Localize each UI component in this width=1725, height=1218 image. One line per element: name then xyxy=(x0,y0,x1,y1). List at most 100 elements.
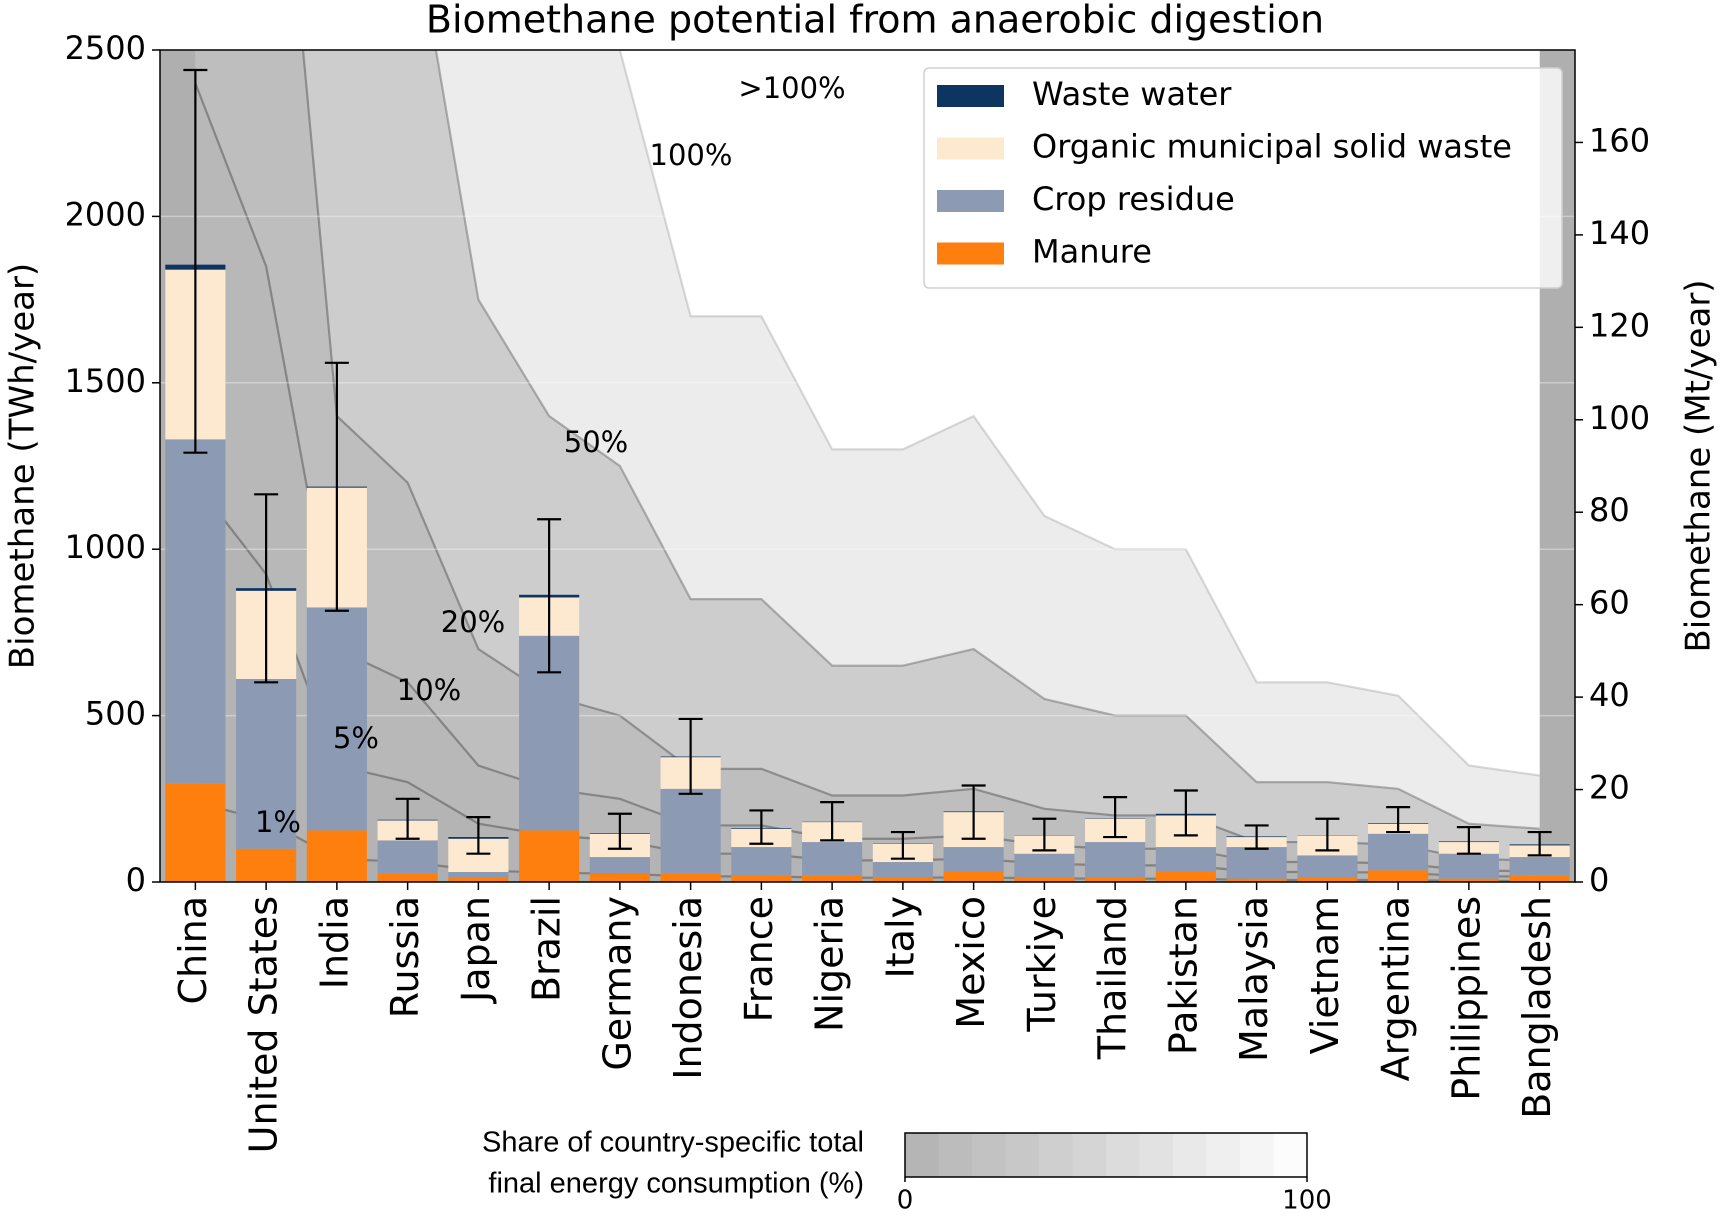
bar-segment xyxy=(944,872,1004,882)
bar-segment xyxy=(1510,875,1570,882)
contour-label: 5% xyxy=(333,721,379,755)
colorbar-label: Share of country-specific total xyxy=(482,1127,864,1159)
bar-segment xyxy=(1014,854,1074,877)
x-tick-label: Russia xyxy=(383,896,427,1018)
x-tick-label: Malaysia xyxy=(1232,896,1276,1062)
y2-tick-label: 140 xyxy=(1589,214,1650,252)
y2-tick-label: 60 xyxy=(1589,584,1630,622)
colorbar-cell xyxy=(939,1133,973,1177)
y-tick-label: 500 xyxy=(85,695,146,733)
y2-tick-label: 80 xyxy=(1589,491,1630,529)
legend-swatch xyxy=(937,138,1004,160)
colorbar-label: final energy consumption (%) xyxy=(488,1168,864,1200)
bar-segment xyxy=(519,830,579,882)
x-tick-label: Nigeria xyxy=(808,896,852,1032)
bar-segment xyxy=(802,842,862,875)
legend-swatch xyxy=(937,190,1004,212)
contour-label: 10% xyxy=(397,673,461,707)
legend-box xyxy=(924,68,1562,288)
y2-tick-label: 100 xyxy=(1589,399,1650,437)
bar-segment xyxy=(590,874,650,882)
x-tick-label: Vietnam xyxy=(1303,896,1347,1054)
contour-label: 50% xyxy=(564,425,628,459)
bar-segment xyxy=(661,789,721,874)
bar-segment xyxy=(165,439,225,783)
x-tick-label: Italy xyxy=(878,896,922,978)
bar-segment xyxy=(1227,847,1287,879)
bar-segment xyxy=(873,862,933,877)
bar-segment xyxy=(378,874,438,882)
colorbar-cell xyxy=(1207,1133,1241,1177)
bar-segment xyxy=(731,875,791,882)
y2-axis-label: Biomethane (Mt/year) xyxy=(1679,279,1719,652)
colorbar-cell xyxy=(1106,1133,1140,1177)
colorbar-cell xyxy=(1240,1133,1274,1177)
colorbar-cell xyxy=(905,1133,939,1177)
chart-title: Biomethane potential from anaerobic dige… xyxy=(426,0,1324,42)
legend-swatch xyxy=(937,85,1004,107)
bar-segment xyxy=(307,607,367,830)
x-tick-label: Japan xyxy=(454,896,498,1004)
colorbar-cell xyxy=(1073,1133,1107,1177)
y-tick-label: 1500 xyxy=(65,362,146,400)
x-tick-label: Mexico xyxy=(949,896,993,1029)
colorbar-cell xyxy=(1173,1133,1207,1177)
contour-annotation: >100% xyxy=(738,71,845,105)
bar-segment xyxy=(236,849,296,882)
x-tick-label: Argentina xyxy=(1374,896,1418,1081)
y2-tick-label: 20 xyxy=(1589,769,1630,807)
bar-segment xyxy=(944,847,1004,872)
bar-segment xyxy=(1510,857,1570,875)
bar-segment xyxy=(378,840,438,873)
x-tick-label: China xyxy=(171,896,215,1005)
legend-swatch xyxy=(937,243,1004,265)
bar-segment xyxy=(1297,855,1357,877)
bar-segment xyxy=(1156,847,1216,872)
y-axis-label: Biomethane (TWh/year) xyxy=(3,263,43,669)
x-tick-label: Brazil xyxy=(525,896,569,1002)
bar-segment xyxy=(802,875,862,882)
x-tick-label: Bangladesh xyxy=(1515,896,1559,1119)
legend-label: Waste water xyxy=(1032,75,1232,113)
colorbar-tick-label: 100 xyxy=(1282,1186,1332,1215)
bar-segment xyxy=(661,874,721,882)
y2-tick-label: 160 xyxy=(1589,121,1650,159)
legend-label: Manure xyxy=(1032,233,1152,271)
colorbar-cell xyxy=(1006,1133,1040,1177)
bar-segment xyxy=(1368,870,1428,882)
colorbar-cell xyxy=(1039,1133,1073,1177)
bar-segment xyxy=(1156,872,1216,882)
y-tick-label: 2500 xyxy=(65,29,146,67)
contour-label: 100% xyxy=(650,138,733,172)
y-tick-label: 2000 xyxy=(65,195,146,233)
bar-segment xyxy=(731,847,791,875)
legend-label: Organic municipal solid waste xyxy=(1032,128,1512,166)
x-tick-label: Germany xyxy=(595,896,639,1071)
colorbar-cell xyxy=(1274,1133,1308,1177)
y-tick-label: 1000 xyxy=(65,528,146,566)
y-tick-label: 0 xyxy=(126,861,146,899)
x-tick-label: Turkiye xyxy=(1020,896,1064,1033)
bar-segment xyxy=(590,857,650,874)
colorbar-cell xyxy=(972,1133,1006,1177)
x-tick-label: Pakistan xyxy=(1161,896,1205,1055)
bar-segment xyxy=(307,830,367,882)
legend: Waste water Organic municipal solid waste… xyxy=(924,68,1562,288)
bar-segment xyxy=(1439,854,1499,879)
bar-segment xyxy=(1368,834,1428,871)
y2-tick-label: 40 xyxy=(1589,676,1630,714)
bar-segment xyxy=(1085,842,1145,877)
x-tick-label: Philippines xyxy=(1444,896,1488,1101)
contour-label: 20% xyxy=(441,605,505,639)
contour-label: 1% xyxy=(255,805,301,839)
legend-label: Crop residue xyxy=(1032,180,1235,218)
x-tick-label: India xyxy=(312,896,356,989)
y2-tick-label: 120 xyxy=(1589,306,1650,344)
colorbar-cell xyxy=(1140,1133,1174,1177)
bar-segment xyxy=(165,784,225,882)
x-tick-label: Indonesia xyxy=(666,896,710,1080)
x-tick-label: France xyxy=(737,896,781,1022)
x-tick-label: Thailand xyxy=(1091,896,1135,1060)
